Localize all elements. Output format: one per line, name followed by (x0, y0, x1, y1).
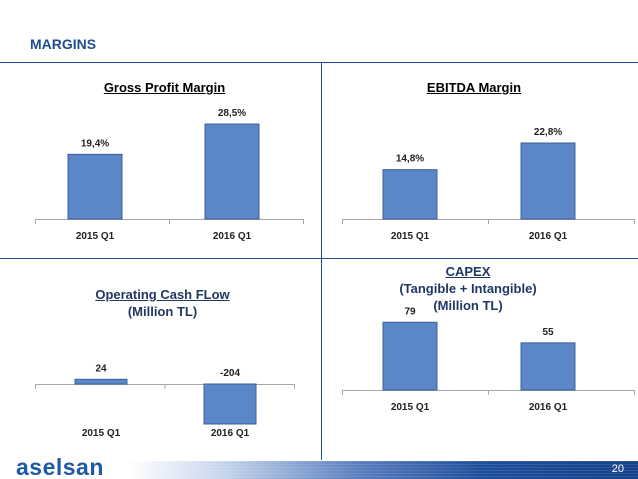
chart-subtitle: (Million TL) (127, 304, 198, 319)
data-label: 79 (404, 306, 416, 317)
data-label: -204 (220, 368, 240, 379)
bar-2015-q1 (382, 321, 438, 391)
category-label: 2015 Q1 (391, 231, 430, 242)
footer-bar (128, 461, 638, 479)
category-label: 2016 Q1 (529, 402, 568, 413)
bar-2016-q1 (204, 123, 260, 220)
footer-stripes (128, 461, 638, 479)
ebitda-margin-chart: 14,8% 2015 Q1 22,8% 2016 Q1 (342, 127, 635, 242)
gross-profit-margin-chart: 19,4% 2015 Q1 28,5% 2016 Q1 (35, 108, 304, 242)
operating-cash-flow-title: Operating Cash FLow (Million TL) (2, 286, 323, 320)
bar-2015-q1 (67, 153, 123, 220)
page-number: 20 (611, 463, 624, 475)
capex-panel: CAPEX (Tangible + Intangible) (Million T… (322, 259, 638, 460)
capex-title: CAPEX (Tangible + Intangible) (Million T… (310, 263, 626, 314)
chart-subtitle: (Tangible + Intangible) (399, 281, 537, 296)
ebitda-margin-panel: EBITDA Margin 14,8% 2015 Q1 22,8% 2016 Q1 (322, 63, 638, 258)
page-title: MARGINS (30, 36, 97, 52)
gross-profit-margin-panel: Gross Profit Margin 19,4% 2015 Q1 28,5% 201… (0, 63, 321, 258)
bar-2016-q1 (203, 383, 257, 425)
bar-2015-q1 (74, 378, 128, 385)
capex-chart: 79 2015 Q1 55 2016 Q1 (342, 306, 635, 413)
category-label: 2015 Q1 (391, 402, 430, 413)
horizontal-divider (0, 258, 638, 259)
data-label: 19,4% (81, 138, 109, 149)
chart-title: EBITDA Margin (426, 80, 522, 95)
category-label: 2015 Q1 (82, 428, 121, 439)
operating-cash-flow-chart: 24 2015 Q1 -204 2016 Q1 (35, 363, 295, 439)
bar-2016-q1 (520, 342, 576, 391)
data-label: 22,8% (534, 127, 562, 138)
chart-title: CAPEX (445, 264, 491, 279)
header-rule (0, 62, 638, 63)
bar-2016-q1 (520, 142, 576, 220)
data-label: 14,8% (396, 154, 424, 165)
ebitda-margin-title: EBITDA Margin (316, 79, 632, 96)
operating-cash-flow-panel: Operating Cash FLow (Million TL) 24 2015 … (0, 259, 321, 460)
category-label: 2016 Q1 (529, 231, 568, 242)
data-label: 28,5% (218, 108, 246, 119)
chart-title: Gross Profit Margin (103, 80, 226, 95)
aselsan-logo: aselsan (16, 454, 104, 479)
category-label: 2016 Q1 (211, 428, 250, 439)
category-label: 2015 Q1 (76, 231, 115, 242)
gross-profit-margin-title: Gross Profit Margin (4, 79, 325, 96)
data-label: 55 (542, 327, 554, 338)
category-label: 2016 Q1 (213, 231, 252, 242)
data-label: 24 (95, 363, 107, 374)
chart-title: Operating Cash FLow (95, 287, 230, 302)
chart-subtitle-unit: (Million TL) (433, 298, 503, 313)
vertical-divider (321, 63, 322, 460)
bar-2015-q1 (382, 169, 438, 220)
